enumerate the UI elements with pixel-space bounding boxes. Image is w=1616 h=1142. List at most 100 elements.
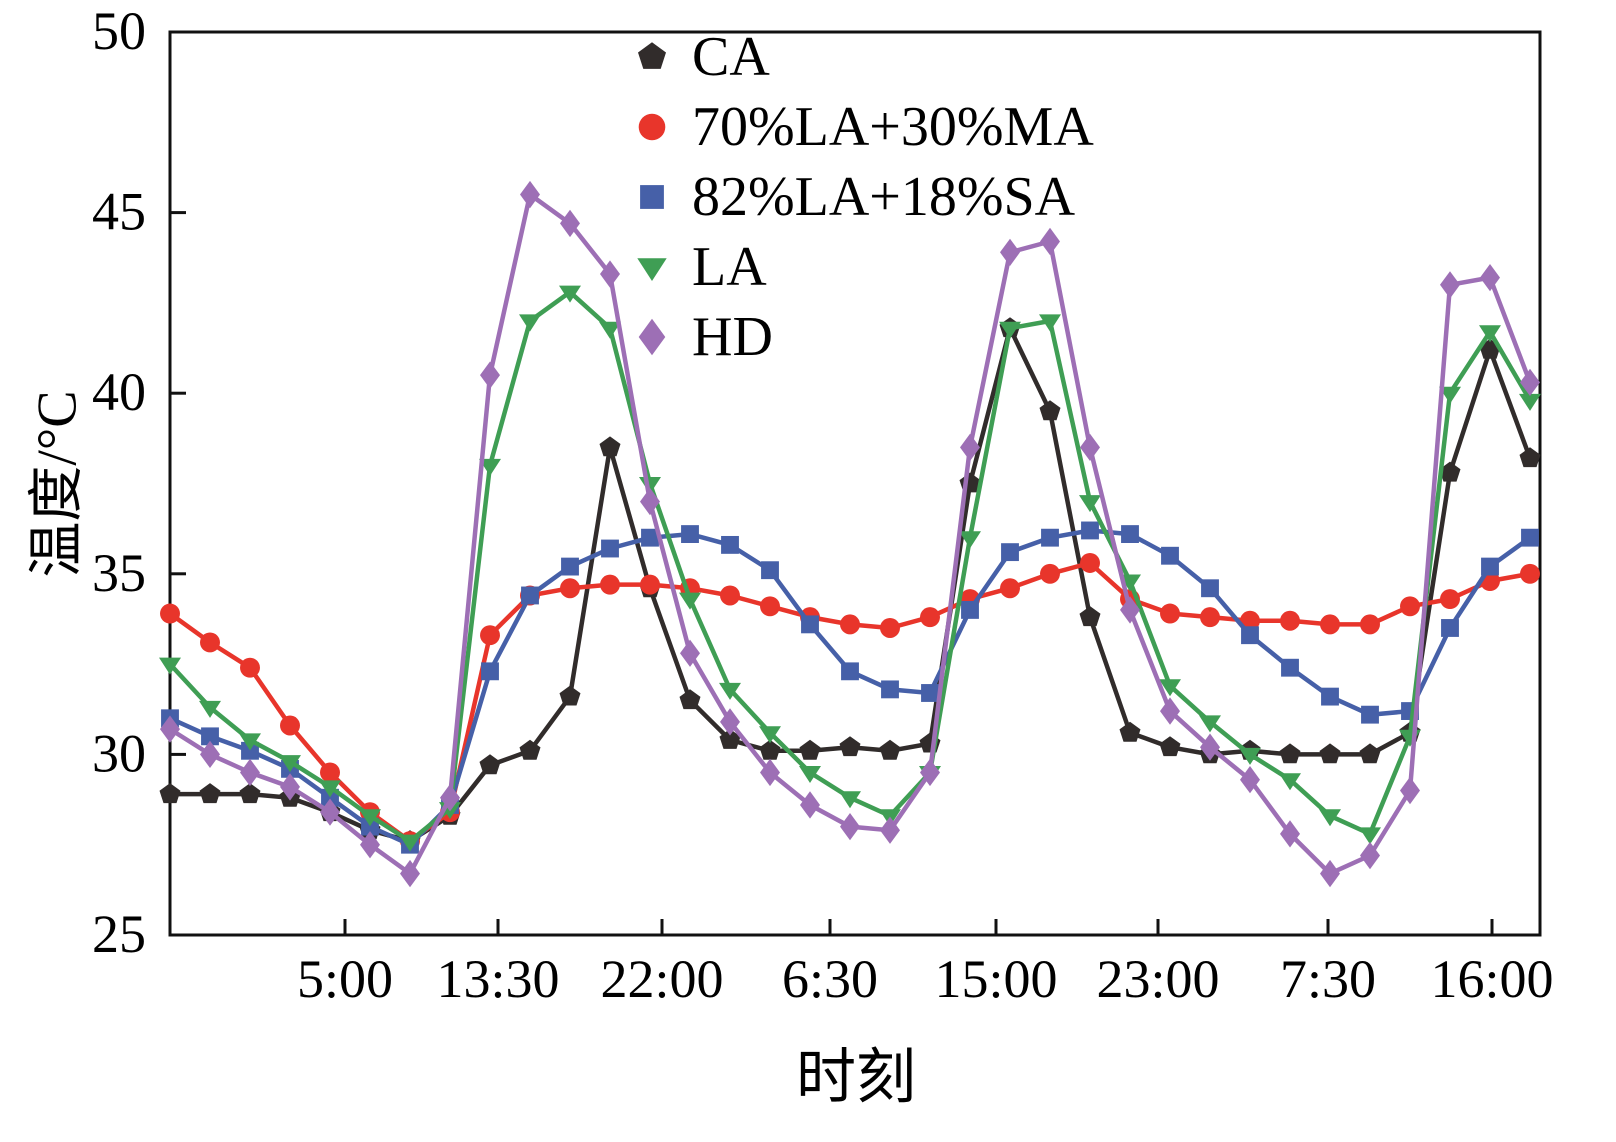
pentagon-marker: [239, 783, 261, 804]
triangle-down-marker: [999, 321, 1021, 339]
legend-label: LA: [692, 236, 767, 298]
triangle-down-marker: [479, 458, 501, 476]
square-marker: [1321, 687, 1339, 706]
legend-item-82%LA+18%SA: 82%LA+18%SA: [630, 166, 1094, 228]
x-tick-label: 23:00: [1096, 949, 1219, 1009]
square-marker: [761, 561, 779, 580]
x-tick-label: 15:00: [934, 949, 1057, 1009]
triangle-down-marker: [1239, 747, 1261, 765]
pentagon-marker: [1079, 606, 1101, 627]
circle-marker: [600, 574, 620, 595]
pentagon-marker: [199, 783, 221, 804]
square-marker: [1481, 557, 1499, 576]
diamond-marker: [560, 209, 580, 238]
square-marker: [801, 615, 819, 634]
square-marker: [921, 684, 939, 702]
triangle-down-marker: [1319, 809, 1341, 827]
pentagon-icon: [638, 42, 666, 69]
triangle-down-marker: [599, 321, 621, 339]
square-marker: [1041, 528, 1059, 547]
plot-frame: [168, 30, 1542, 937]
square-marker: [241, 741, 259, 760]
triangle-down-marker: [799, 766, 821, 783]
square-marker: [201, 727, 219, 746]
square-marker: [561, 557, 579, 576]
x-axis-label: 时刻: [796, 1044, 916, 1111]
square-marker: [1281, 658, 1299, 677]
circle-marker: [1320, 614, 1340, 635]
triangle-down-marker: [679, 592, 701, 610]
diamond-marker: [1240, 766, 1260, 794]
square-marker: [521, 586, 539, 605]
square-marker: [1441, 619, 1459, 637]
y-tick-label: 45: [92, 182, 146, 242]
y-tick-label: 40: [92, 362, 146, 422]
square-marker: [681, 525, 699, 543]
diamond-marker: [1520, 368, 1540, 396]
diamond-marker: [480, 361, 500, 389]
pentagon-marker: [1359, 743, 1381, 764]
triangle-down-marker: [1159, 679, 1181, 697]
diamond-marker: [800, 791, 820, 819]
pentagon-marker: [1439, 461, 1461, 482]
legend: CA 70%LA+30%MA 82%LA+18%SA LA HD: [630, 26, 1094, 368]
diamond-marker: [240, 758, 260, 787]
square-marker: [841, 662, 859, 681]
triangle-down-marker: [1479, 325, 1501, 343]
diamond-marker: [600, 260, 620, 288]
triangle-down-marker: [239, 733, 261, 751]
diamond-marker: [880, 816, 900, 844]
diamond-marker: [840, 813, 860, 841]
x-tick-label: 13:30: [436, 949, 559, 1009]
circle-marker: [760, 596, 780, 617]
diamond-marker: [1040, 227, 1060, 256]
diamond-marker: [1320, 859, 1340, 888]
circle-marker: [880, 618, 900, 638]
triangle-down-marker: [159, 657, 181, 675]
circle-marker: [920, 607, 940, 628]
pentagon-marker: [559, 685, 581, 706]
circle-marker: [1040, 563, 1060, 584]
circle-marker: [1160, 603, 1180, 624]
triangle-down-marker: [1439, 386, 1461, 404]
pentagon-marker: [1119, 721, 1141, 742]
triangle-down-marker: [839, 791, 861, 809]
pentagon-marker: [599, 436, 621, 457]
circle-marker: [1440, 589, 1460, 610]
circle-marker: [200, 632, 220, 653]
triangle-down-marker: [1199, 715, 1221, 733]
diamond-marker: [1200, 733, 1220, 761]
circle-marker: [1400, 596, 1420, 617]
square-marker: [481, 662, 499, 681]
triangle-down-marker: [1279, 773, 1301, 791]
circle-marker: [240, 657, 260, 678]
diamond-marker: [320, 798, 340, 826]
diamond-marker: [1360, 841, 1380, 870]
pentagon-marker: [1319, 743, 1341, 764]
circle-marker: [720, 585, 740, 606]
x-tick-label: 5:00: [297, 949, 393, 1009]
square-icon: [640, 185, 664, 209]
square-marker: [321, 788, 339, 807]
legend-item-HD: HD: [630, 306, 1094, 368]
square-marker: [1121, 525, 1139, 543]
circle-marker: [1240, 610, 1260, 631]
diamond-icon-shape: [638, 318, 666, 356]
diamond-marker: [360, 831, 380, 859]
square-marker: [1081, 521, 1099, 540]
triangle-down-marker: [1039, 314, 1061, 332]
square-marker: [1001, 543, 1019, 562]
pentagon-marker: [719, 728, 741, 749]
square-marker: [641, 528, 659, 547]
triangle-down-marker: [959, 531, 981, 549]
triangle-down-marker: [1519, 393, 1541, 411]
diamond-marker: [280, 773, 300, 801]
y-tick-label: 25: [92, 904, 146, 964]
circle-marker: [1200, 607, 1220, 628]
pentagon-marker: [879, 739, 901, 760]
diamond-marker: [1400, 776, 1420, 805]
circle-marker: [1360, 614, 1380, 635]
triangle-down-marker: [199, 700, 221, 718]
diamond-marker: [1120, 596, 1140, 624]
diamond-marker: [520, 180, 540, 209]
